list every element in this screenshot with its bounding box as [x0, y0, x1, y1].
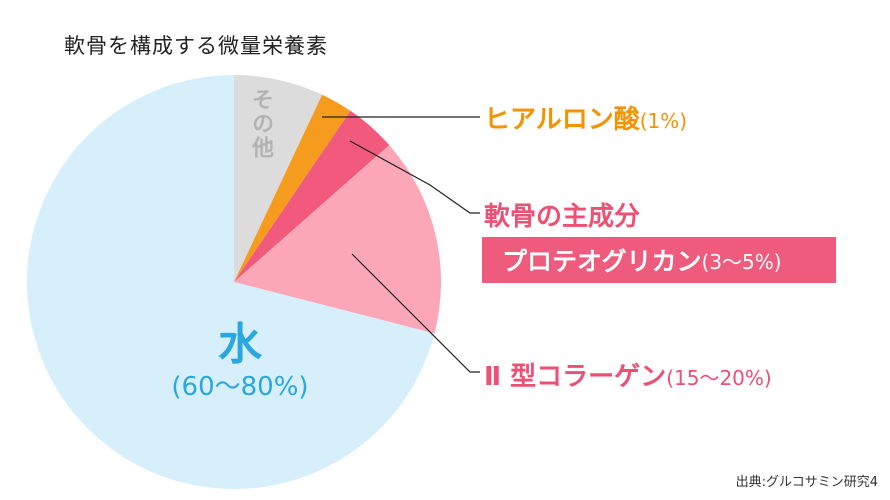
chart-title: 軟骨を構成する微量栄養素 — [64, 34, 328, 58]
leader-cartilage — [349, 140, 480, 214]
label-hyaluronic-pct: (1%) — [639, 109, 688, 133]
label-water: 水 (60〜80%) — [160, 320, 320, 404]
label-proteoglycan-pct: (3〜5%) — [701, 249, 782, 274]
label-water-pct: (60〜80%) — [171, 372, 309, 402]
slice-label-other: その他 — [248, 88, 273, 160]
label-collagen: Ⅱ 型コラーゲン(15〜20%) — [484, 356, 772, 393]
pie-slice-2 — [234, 110, 390, 283]
label-hyaluronic: ヒアルロン酸(1%) — [484, 99, 687, 136]
label-proteoglycan-name: プロテオグリカン — [502, 247, 702, 276]
leader-collagen — [351, 253, 480, 373]
pie-slice-3 — [234, 145, 441, 334]
label-collagen-name: Ⅱ 型コラーゲン — [484, 362, 667, 392]
pie-slice-1 — [234, 94, 351, 282]
label-water-name: 水 — [218, 319, 262, 370]
label-collagen-pct: (15〜20%) — [666, 366, 772, 390]
source-note: 出典:グルコサミン研究4 — [735, 475, 878, 490]
label-hyaluronic-name: ヒアルロン酸 — [484, 105, 640, 135]
label-proteoglycan: プロテオグリカン (3〜5%) — [482, 237, 836, 283]
pie-slice-0 — [234, 75, 323, 282]
pie-slice-4 — [26, 75, 435, 489]
label-cartilage-main: 軟骨の主成分 — [484, 202, 641, 232]
